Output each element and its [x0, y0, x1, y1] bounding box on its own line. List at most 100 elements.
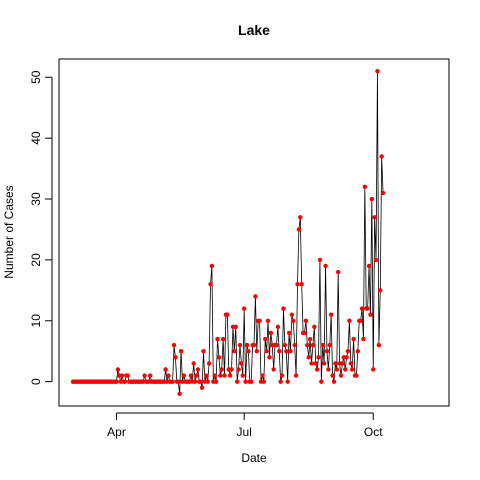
- data-point: [237, 342, 243, 348]
- y-tick-label: 20: [29, 253, 43, 267]
- data-point: [268, 330, 274, 336]
- data-point: [285, 379, 290, 384]
- data-point: [365, 306, 370, 311]
- data-point: [288, 349, 293, 354]
- data-point: [275, 324, 281, 330]
- data-point: [331, 379, 337, 384]
- data-point: [171, 342, 177, 348]
- data-point: [208, 282, 213, 287]
- data-point: [323, 263, 328, 269]
- data-point: [342, 367, 348, 372]
- data-point: [114, 379, 119, 384]
- data-point: [379, 154, 384, 159]
- data-point: [229, 367, 234, 372]
- data-point: [192, 379, 198, 384]
- data-point: [373, 257, 379, 263]
- data-point: [225, 312, 230, 317]
- data-point: [198, 379, 203, 384]
- data-point: [361, 336, 366, 342]
- data-point: [233, 324, 238, 330]
- data-point: [279, 373, 285, 378]
- data-point: [298, 215, 303, 220]
- data-point: [232, 349, 237, 354]
- x-axis: Apr Jul Oct: [107, 412, 383, 439]
- data-point: [278, 379, 283, 384]
- data-point: [277, 349, 282, 354]
- data-point: [334, 367, 339, 372]
- data-point: [295, 282, 300, 287]
- data-point: [267, 355, 272, 360]
- data-point: [291, 318, 296, 323]
- data-point: [307, 336, 313, 342]
- chart-title: Lake: [238, 22, 270, 38]
- y-tick-label: 0: [29, 378, 43, 385]
- data-point: [327, 342, 332, 348]
- data-point: [261, 379, 267, 384]
- data-point: [359, 306, 365, 311]
- data-point: [166, 373, 171, 378]
- y-axis: 0 10 20 30 40 50: [29, 70, 53, 385]
- data-point: [284, 349, 289, 354]
- series-polyline: [73, 71, 384, 394]
- data-point: [314, 367, 320, 372]
- data-point: [355, 349, 361, 354]
- data-point: [243, 379, 248, 384]
- data-point: [271, 367, 276, 372]
- data-point: [195, 367, 201, 372]
- data-point: [239, 361, 244, 366]
- data-point: [348, 361, 353, 366]
- data-point: [199, 385, 205, 390]
- data-point: [147, 373, 153, 378]
- data-point: [216, 355, 222, 360]
- data-point: [213, 379, 219, 384]
- data-point: [350, 367, 355, 372]
- data-point: [264, 349, 269, 354]
- plot-frame: [58, 58, 450, 407]
- data-point: [306, 355, 311, 360]
- data-point: [257, 318, 262, 323]
- data-point: [234, 379, 240, 384]
- x-tick-label: Apr: [107, 425, 126, 439]
- data-point: [246, 349, 251, 354]
- data-point: [222, 373, 227, 378]
- data-point: [333, 361, 338, 366]
- x-tick-label: Jul: [237, 425, 252, 439]
- data-point: [324, 349, 330, 354]
- data-point: [170, 379, 175, 384]
- data-point: [251, 342, 257, 348]
- y-axis-label: Number of Cases: [2, 185, 16, 278]
- data-point: [319, 379, 324, 384]
- data-point: [344, 355, 349, 360]
- data-point: [125, 373, 130, 378]
- data-point: [380, 190, 386, 196]
- data-point: [292, 342, 297, 348]
- data-point: [274, 342, 279, 348]
- data-point: [347, 318, 352, 323]
- x-axis-label: Date: [241, 451, 267, 465]
- data-point: [115, 367, 121, 372]
- data-point: [310, 342, 316, 348]
- data-point: [173, 355, 178, 360]
- data-point: [282, 342, 288, 348]
- data-point: [254, 349, 260, 354]
- data-point: [312, 324, 317, 330]
- data-point: [317, 257, 323, 263]
- y-tick-label: 40: [29, 131, 43, 145]
- data-point: [316, 355, 321, 360]
- data-point: [191, 361, 196, 366]
- data-point: [219, 367, 224, 372]
- data-point: [296, 227, 302, 232]
- series-points: [70, 68, 386, 397]
- y-tick-label: 10: [29, 314, 43, 328]
- data-point: [293, 373, 299, 378]
- data-point: [358, 318, 363, 323]
- data-point: [320, 342, 325, 348]
- data-point: [351, 336, 356, 342]
- data-point: [302, 330, 307, 336]
- data-point: [260, 373, 265, 378]
- data-point: [378, 288, 383, 293]
- data-point: [372, 215, 377, 220]
- data-point: [265, 318, 271, 323]
- data-point: [253, 294, 258, 299]
